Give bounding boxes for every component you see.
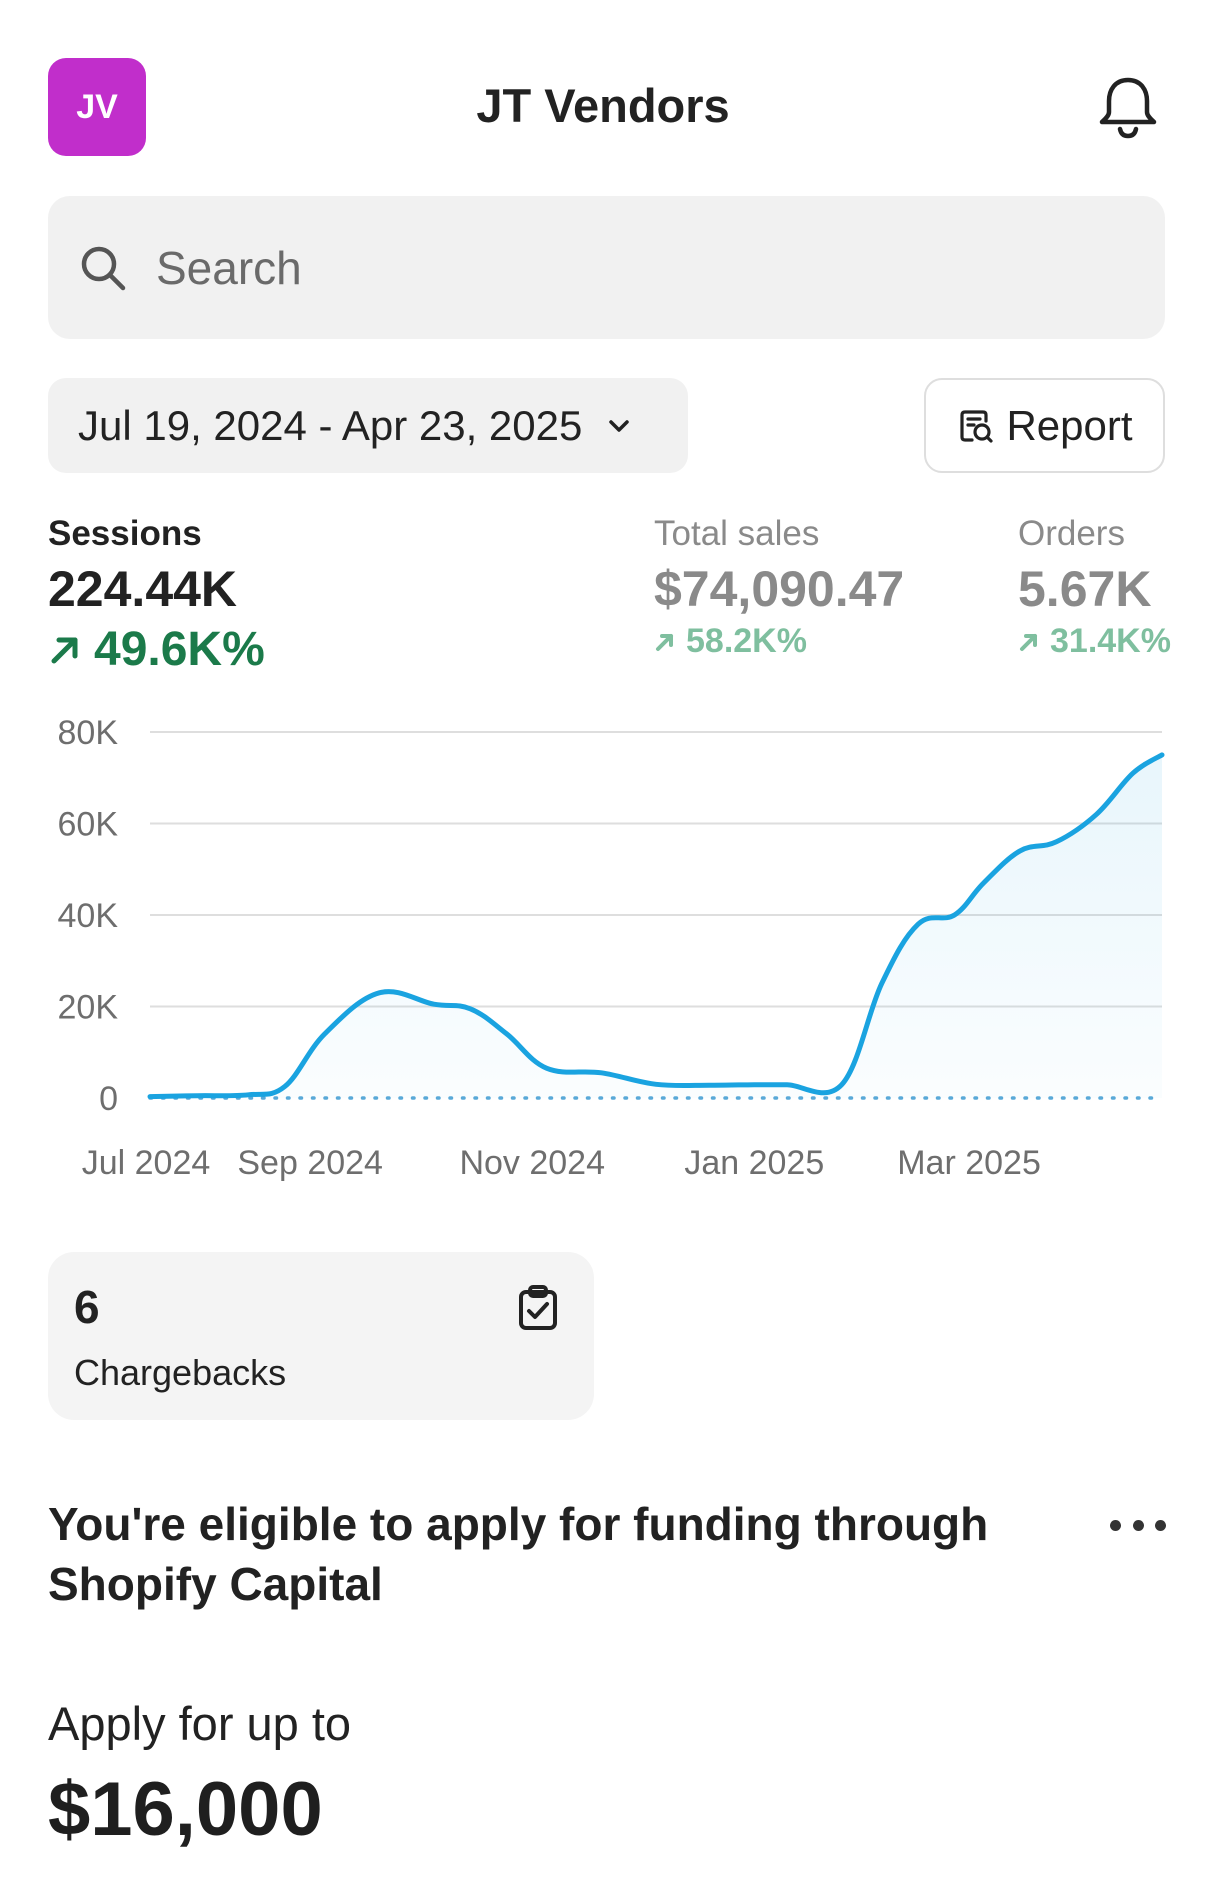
chart-y-tick-label: 80K bbox=[58, 714, 119, 752]
chart-y-tick-label: 20K bbox=[58, 989, 119, 1027]
metric-total-sales[interactable]: Total sales $74,090.47 58.2K% bbox=[654, 514, 904, 661]
metric-sales-delta: 58.2K% bbox=[654, 622, 904, 661]
chart-y-tick-label: 60K bbox=[58, 806, 119, 844]
search-bar[interactable]: Search bbox=[48, 196, 1165, 339]
arrow-up-right-icon bbox=[656, 633, 673, 651]
avatar-initials: JV bbox=[76, 87, 118, 126]
arrow-up-right-icon bbox=[1020, 633, 1037, 651]
chevron-down-icon bbox=[609, 419, 630, 432]
metric-sessions-delta: 49.6K% bbox=[48, 622, 265, 677]
capital-apply-label: Apply for up to bbox=[48, 1697, 352, 1750]
chargebacks-count: 6 bbox=[74, 1281, 100, 1333]
chart-x-tick-label: Nov 2024 bbox=[459, 1144, 605, 1182]
arrow-up-right-icon bbox=[51, 637, 78, 663]
chart-x-tick-label: Jan 2025 bbox=[684, 1144, 824, 1182]
chart-x-tick-label: Mar 2025 bbox=[897, 1144, 1041, 1182]
chart-y-tick-label: 40K bbox=[58, 897, 119, 935]
date-range-label: Jul 19, 2024 - Apr 23, 2025 bbox=[78, 401, 583, 449]
chart-y-axis: 0 20K 40K 60K 80K bbox=[58, 714, 119, 1118]
chart-x-tick-label: Jul 2024 bbox=[82, 1144, 211, 1182]
store-name: JT Vendors bbox=[476, 79, 730, 132]
chart-x-tick-label: Sep 2024 bbox=[237, 1144, 383, 1182]
report-label: Report bbox=[1006, 401, 1133, 449]
metric-orders[interactable]: Orders 5.67K 31.4K% bbox=[1018, 514, 1171, 661]
chart-y-tick-label: 0 bbox=[99, 1080, 118, 1118]
capital-amount: $16,000 bbox=[48, 1767, 323, 1852]
clipboard-check-icon bbox=[519, 1285, 557, 1330]
search-placeholder: Search bbox=[156, 241, 302, 294]
chargebacks-card[interactable]: 6 Chargebacks bbox=[48, 1252, 594, 1420]
metric-sales-label: Total sales bbox=[654, 514, 820, 553]
report-search-icon bbox=[960, 409, 994, 443]
chargebacks-label: Chargebacks bbox=[74, 1352, 287, 1393]
metric-orders-label: Orders bbox=[1018, 514, 1125, 553]
report-button[interactable]: Report bbox=[924, 378, 1165, 473]
metric-sales-delta-value: 58.2K% bbox=[686, 622, 807, 660]
search-icon bbox=[81, 246, 126, 290]
metric-orders-delta: 31.4K% bbox=[1018, 622, 1171, 661]
metric-sessions[interactable]: Sessions 224.44K 49.6K% bbox=[48, 514, 265, 677]
metric-orders-delta-value: 31.4K% bbox=[1050, 622, 1171, 660]
chart-x-axis: Jul 2024 Sep 2024 Nov 2024 Jan 2025 Mar 2025 bbox=[82, 1144, 1041, 1182]
more-options-icon[interactable] bbox=[1110, 1505, 1166, 1545]
metric-sessions-delta-value: 49.6K% bbox=[94, 623, 265, 676]
metric-orders-value: 5.67K bbox=[1018, 561, 1152, 617]
metric-sales-value: $74,090.47 bbox=[654, 561, 905, 617]
chart-area-fill bbox=[150, 754, 1162, 1098]
sessions-chart[interactable]: 0 20K 40K 60K 80K Jul 2024 Sep 2024 Nov 2024 Ja… bbox=[0, 700, 1206, 1190]
date-range-picker[interactable]: Jul 19, 2024 - Apr 23, 2025 bbox=[48, 378, 688, 473]
bell-icon[interactable] bbox=[1096, 74, 1160, 140]
store-avatar[interactable]: JV bbox=[48, 58, 146, 156]
chart-series-line bbox=[147, 752, 1165, 1100]
metric-sessions-label: Sessions bbox=[48, 514, 202, 553]
capital-eligibility-title: You're eligible to apply for funding thr… bbox=[48, 1498, 989, 1610]
metric-sessions-value: 224.44K bbox=[48, 561, 238, 617]
